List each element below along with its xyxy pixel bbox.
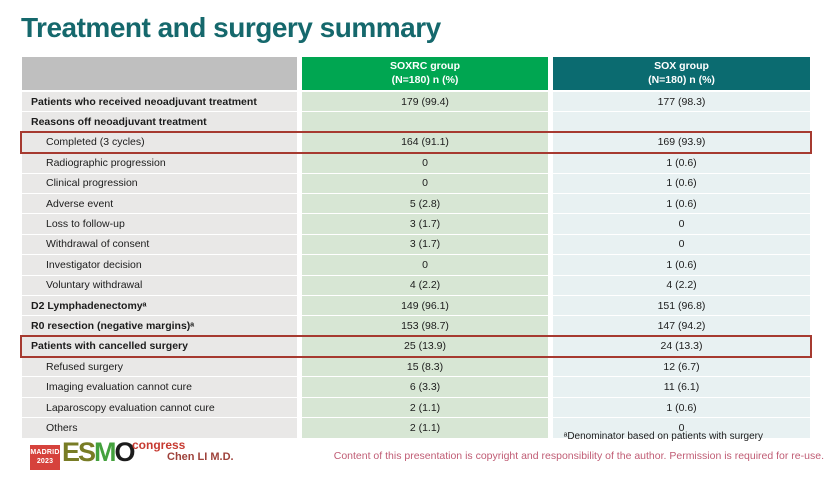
- sox-value: 11 (6.1): [553, 377, 810, 397]
- table-row: Laparoscopy evaluation cannot cure 2 (1.1…: [22, 397, 810, 418]
- row-label: Reasons off neoadjuvant treatment: [22, 112, 297, 132]
- soxrc-value: 5 (2.8): [302, 193, 548, 214]
- table-row: Clinical progression 0 1 (0.6): [22, 173, 810, 193]
- soxrc-value: 6 (3.3): [302, 377, 548, 397]
- table-row: Imaging evaluation cannot cure 6 (3.3) 11 …: [22, 377, 810, 397]
- sox-value: 147 (94.2): [553, 316, 810, 336]
- row-label: Imaging evaluation cannot cure: [22, 377, 297, 397]
- table-row: Patients who received neoadjuvant treatm…: [22, 92, 810, 112]
- row-label: Adverse event: [22, 193, 297, 214]
- row-label: Others: [22, 418, 297, 438]
- soxrc-value: [302, 112, 548, 132]
- sox-value: 1 (0.6): [553, 397, 810, 418]
- soxrc-value: 25 (13.9): [302, 336, 548, 357]
- table-row: Loss to follow-up 3 (1.7) 0: [22, 214, 810, 234]
- soxrc-value: 3 (1.7): [302, 234, 548, 255]
- soxrc-value: 0: [302, 255, 548, 275]
- soxrc-value: 153 (98.7): [302, 316, 548, 336]
- sox-group-name: SOX group: [654, 60, 709, 73]
- table-body: Patients who received neoadjuvant treatm…: [20, 92, 812, 438]
- badge-city: MADRID: [30, 449, 60, 457]
- row-label: Completed (3 cycles): [22, 132, 297, 153]
- presenter-name: Chen LI M.D.: [167, 451, 234, 463]
- soxrc-value: 149 (96.1): [302, 295, 548, 316]
- sox-value: 1 (0.6): [553, 153, 810, 173]
- table-header-row: SOXRC group (N=180) n (%) SOX group (N=1…: [22, 57, 810, 90]
- esmo-letter-e: E: [62, 437, 80, 467]
- esmo-letter-m: M: [94, 437, 116, 467]
- soxrc-value: 15 (8.3): [302, 357, 548, 377]
- copyright-notice: Content of this presentation is copyrigh…: [333, 450, 824, 462]
- table-row: Voluntary withdrawal 4 (2.2) 4 (2.2): [22, 275, 810, 295]
- sox-value: 0: [553, 214, 810, 234]
- table-row: D2 Lymphadenectomyᵃ 149 (96.1) 151 (96.8): [22, 295, 810, 316]
- table-row: R0 resection (negative margins)ᵃ 153 (98.…: [22, 316, 810, 336]
- sox-value: 12 (6.7): [553, 357, 810, 377]
- header-blank-cell: [22, 57, 297, 90]
- sox-value: 151 (96.8): [553, 295, 810, 316]
- header-sox-group: SOX group (N=180) n (%): [553, 57, 810, 90]
- table-row: Withdrawal of consent 3 (1.7) 0: [22, 234, 810, 255]
- soxrc-value: 0: [302, 173, 548, 193]
- row-label: Radiographic progression: [22, 153, 297, 173]
- sox-group-sub: (N=180) n (%): [648, 73, 715, 86]
- esmo-logo: ESMO: [62, 437, 136, 468]
- sox-value: [553, 112, 810, 132]
- sox-value: 4 (2.2): [553, 275, 810, 295]
- soxrc-group-name: SOXRC group: [390, 60, 460, 73]
- esmo-letter-s: S: [78, 437, 96, 467]
- row-label: Patients who received neoadjuvant treatm…: [22, 92, 297, 112]
- soxrc-value: 2 (1.1): [302, 397, 548, 418]
- sox-value: 1 (0.6): [553, 173, 810, 193]
- row-label: Investigator decision: [22, 255, 297, 275]
- soxrc-value: 4 (2.2): [302, 275, 548, 295]
- summary-table: SOXRC group (N=180) n (%) SOX group (N=1…: [20, 57, 812, 439]
- esmo-madrid-badge: MADRID 2023: [30, 445, 60, 470]
- table-row: Adverse event 5 (2.8) 1 (0.6): [22, 193, 810, 214]
- slide-title: Treatment and surgery summary: [21, 12, 441, 43]
- row-label: Loss to follow-up: [22, 214, 297, 234]
- row-label: D2 Lymphadenectomyᵃ: [22, 295, 297, 316]
- table-row: Refused surgery 15 (8.3) 12 (6.7): [22, 357, 810, 377]
- table-row: Patients with cancelled surgery 25 (13.9)…: [20, 334, 812, 359]
- soxrc-value: 0: [302, 153, 548, 173]
- soxrc-value: 2 (1.1): [302, 418, 548, 438]
- sox-value: 177 (98.3): [553, 92, 810, 112]
- sox-value: 1 (0.6): [553, 255, 810, 275]
- row-label: Refused surgery: [22, 357, 297, 377]
- table-row: Reasons off neoadjuvant treatment: [22, 112, 810, 132]
- row-label: Clinical progression: [22, 173, 297, 193]
- row-label: R0 resection (negative margins)ᵃ: [22, 316, 297, 336]
- sox-value: 24 (13.3): [553, 336, 810, 357]
- sox-value: 0: [553, 234, 810, 255]
- table-row: Investigator decision 0 1 (0.6): [22, 255, 810, 275]
- soxrc-value: 164 (91.1): [302, 132, 548, 153]
- esmo-letter-o: O: [114, 437, 136, 467]
- sox-value: 169 (93.9): [553, 132, 810, 153]
- table-row: Radiographic progression 0 1 (0.6): [22, 153, 810, 173]
- soxrc-value: 179 (99.4): [302, 92, 548, 112]
- table-footnote: ᵃDenominator based on patients with surg…: [563, 431, 763, 442]
- soxrc-value: 3 (1.7): [302, 214, 548, 234]
- sox-value: 1 (0.6): [553, 193, 810, 214]
- row-label: Patients with cancelled surgery: [22, 336, 297, 357]
- congress-label: congress: [132, 438, 186, 452]
- table-row: Others 2 (1.1) 0: [22, 418, 810, 438]
- badge-year: 2023: [36, 457, 54, 465]
- row-label: Voluntary withdrawal: [22, 275, 297, 295]
- table-row: Completed (3 cycles) 164 (91.1) 169 (93.9): [20, 130, 812, 155]
- sox-value: 0: [553, 418, 810, 438]
- row-label: Withdrawal of consent: [22, 234, 297, 255]
- header-soxrc-group: SOXRC group (N=180) n (%): [302, 57, 548, 90]
- row-label: Laparoscopy evaluation cannot cure: [22, 397, 297, 418]
- soxrc-group-sub: (N=180) n (%): [391, 73, 459, 86]
